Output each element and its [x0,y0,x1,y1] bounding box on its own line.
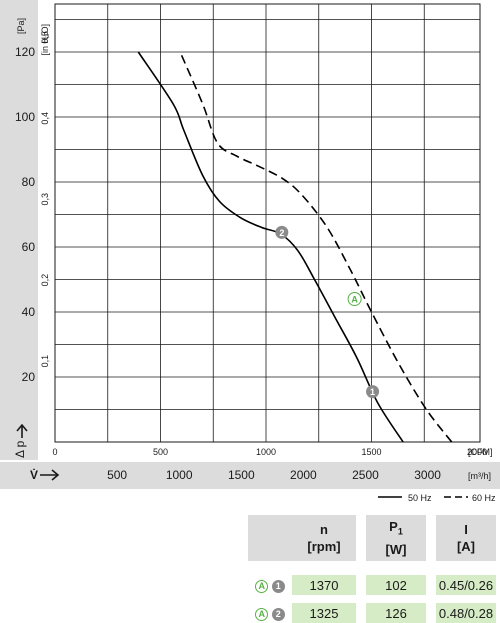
y-arrow-icon [16,423,28,438]
x2-tick-label: 500 [107,468,127,482]
x2-tick-label: 2500 [352,468,379,482]
y2-tick-label: 0,4 [40,112,50,125]
x2-tick-label: 3000 [414,468,441,482]
x2-tick-label: 1000 [166,468,193,482]
x-tick-label: 0 [52,447,57,457]
marker-label: 2 [279,228,284,238]
header-current: I [A] [436,515,496,561]
series-line-50-hz [137,51,404,443]
header-blank [248,515,292,561]
x2-axis-label: V̇ [30,467,38,482]
table-row: A 2 1325 126 0.48/0.28 [248,603,496,623]
spec-table: n [rpm] P1 [W] I [A] A 1 1370 102 0.45/0.26… [248,515,496,623]
speed-value: 1370 [292,575,356,595]
markers: 2 1 A [275,225,380,399]
y2-tick-label: 0,1 [40,355,50,368]
bottom-axis-panel [0,462,500,489]
marker-label: A [351,295,358,305]
current-value: 0.48/0.28 [436,603,496,623]
x-tick-label: 1000 [256,447,276,457]
current-value: 0.45/0.26 [436,575,496,595]
marker-1-icon [366,385,380,399]
y-tick-label: 20 [22,370,36,384]
y2-tick-label: 0,5 [40,31,50,44]
marker-2-icon: 2 [271,607,285,621]
marker-a-icon [347,292,362,306]
y-tick-label: 60 [22,240,36,254]
point-a-icon: A [255,579,269,593]
x-tick-label: 2000 [467,447,487,457]
left-axis-panel [0,0,38,460]
power-value: 126 [366,603,426,623]
power-value: 102 [366,575,426,595]
plot-area [54,3,481,443]
x-tick-label: 1500 [361,447,381,457]
x2-unit-label: [m³/h] [468,471,491,481]
x-tick-label: 500 [153,447,168,457]
y2-tick-label: 0,3 [40,193,50,206]
legend: 50 Hz 60 Hz [378,493,496,503]
y-tick-label: 100 [15,110,35,124]
legend-label: 50 Hz [408,493,432,503]
table-row: A 1 1370 102 0.45/0.26 [248,575,496,595]
grid [54,3,481,443]
marker-label: 1 [370,387,375,397]
legend-label: 60 Hz [472,493,496,503]
x-unit-label: [CFM] [468,447,493,457]
y2-tick-label: 0,2 [40,274,50,287]
marker-2-icon [275,225,289,239]
row-markers: A 1 [248,575,292,595]
row-markers: A 2 [248,603,292,623]
marker-1-icon: 1 [271,579,285,593]
x2-tick-label: 1500 [228,468,255,482]
x-arrow-icon [40,469,60,481]
y2-unit-label: [in H₂O] [40,24,50,56]
y-tick-label: 40 [22,305,36,319]
header-power: P1 [W] [366,515,426,561]
x2-tick-label: 2000 [290,468,317,482]
header-speed: n [rpm] [292,515,356,561]
curves [137,51,453,443]
y-unit-label: [Pa] [16,18,26,34]
table-header-row: n [rpm] P1 [W] I [A] [248,515,496,561]
y-axis-label: Δ p [13,440,27,458]
y-tick-label: 120 [15,45,35,59]
speed-value: 1325 [292,603,356,623]
point-a-icon: A [255,607,269,621]
y-tick-label: 80 [22,175,36,189]
